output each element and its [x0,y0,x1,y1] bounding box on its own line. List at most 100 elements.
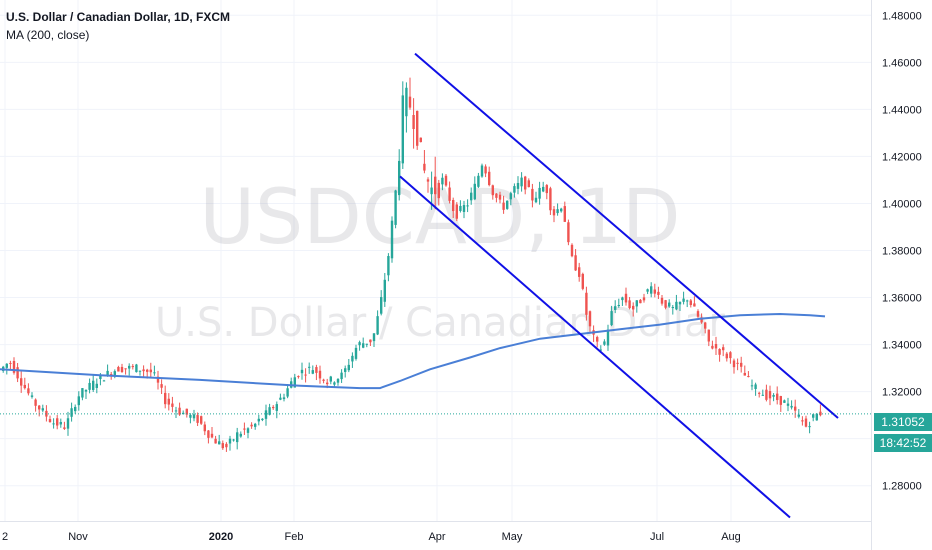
candle-body [664,300,667,308]
candle-body [736,362,739,364]
candle-body [124,368,127,370]
candle-body [552,209,556,216]
watermark-name: U.S. Dollar / Canadian Dollar [155,300,726,346]
candle-body [455,204,458,219]
candle-body [750,385,754,387]
candle-body [362,343,365,348]
candle-body [207,430,210,438]
candle-body [63,427,66,429]
candle-body [416,110,419,146]
candle-body [790,405,793,408]
candle-body [84,389,88,392]
candle-body [81,388,84,398]
candle-body [588,311,592,327]
candle-body [239,433,242,437]
candle-body [311,370,314,374]
candle-body [678,301,682,305]
candle-body [513,186,516,193]
x-tick-label: 2020 [209,531,233,543]
candle-body [358,342,361,346]
candle-body [509,193,512,200]
candle-body [30,395,34,397]
candle-body [686,300,689,302]
candle-body [102,380,106,382]
candle-body [77,396,80,406]
candle-body [484,166,487,174]
candle-body [135,364,138,373]
candle-body [272,406,275,409]
candle-body [714,344,718,349]
candle-body [390,220,394,259]
candle-body [34,399,37,406]
ma-200-line [0,312,826,390]
candle-body [408,96,412,108]
candle-body [88,382,91,390]
candle-body [779,396,782,405]
y-tick-label: 1.48000 [882,10,922,22]
x-tick-label: May [502,531,523,543]
candle-body [448,187,451,201]
candle-body [203,424,206,432]
candle-body [171,403,174,407]
candle-body [297,376,300,378]
candle-body [254,423,257,427]
candle-body [624,293,628,303]
candle-body [639,299,642,304]
trend-channel-line [399,175,791,519]
candle-body [282,397,286,400]
candle-body [401,95,404,164]
candle-body [340,372,343,380]
candle-body [596,337,599,342]
candle-body [794,406,797,411]
candle-body [801,420,804,422]
candle-body [534,197,538,203]
time-axis-divider [0,521,871,522]
x-tick-label: Jul [650,531,664,543]
candle-body [394,190,397,225]
candle-body [156,376,160,383]
ma-indicator-label[interactable]: MA (200, close) [6,28,90,42]
candle-body [466,205,469,207]
candle-body [797,414,800,417]
candle-body [765,389,768,400]
candle-body [812,414,815,418]
candle-body [200,416,203,424]
x-tick-label: Feb [285,531,304,543]
candle-body [502,202,505,210]
candle-body [38,405,41,410]
candle-body [23,384,26,389]
candle-body [707,329,710,342]
candle-body [228,438,232,444]
candle-body [646,289,649,292]
candle-body [614,306,617,310]
candle-body [347,364,350,371]
candle-body [383,279,386,302]
candle-body [275,404,278,411]
candle-body [434,176,437,195]
candle-body [495,193,498,198]
symbol-title[interactable]: U.S. Dollar / Canadian Dollar, 1D, FXCM [6,10,231,24]
candle-body [462,205,466,212]
candle-body [430,187,433,195]
y-tick-label: 1.44000 [882,104,922,116]
candle-body [491,185,494,196]
candle-body [95,383,98,388]
candle-body [527,180,530,188]
candle-body [560,208,563,212]
candle-body [315,367,318,373]
current-price-tag: 1.31052 [874,413,932,431]
y-tick-label: 1.28000 [882,481,922,493]
candle-body [329,376,332,382]
y-tick-label: 1.36000 [882,293,922,305]
candle-body [693,303,696,307]
candle-body [628,300,631,309]
candle-body [488,171,491,186]
candle-body [524,176,527,190]
candle-body [696,311,700,317]
candle-body [711,345,714,349]
candle-body [412,115,415,130]
x-tick-label: Apr [428,531,445,543]
candle-body [221,443,224,449]
